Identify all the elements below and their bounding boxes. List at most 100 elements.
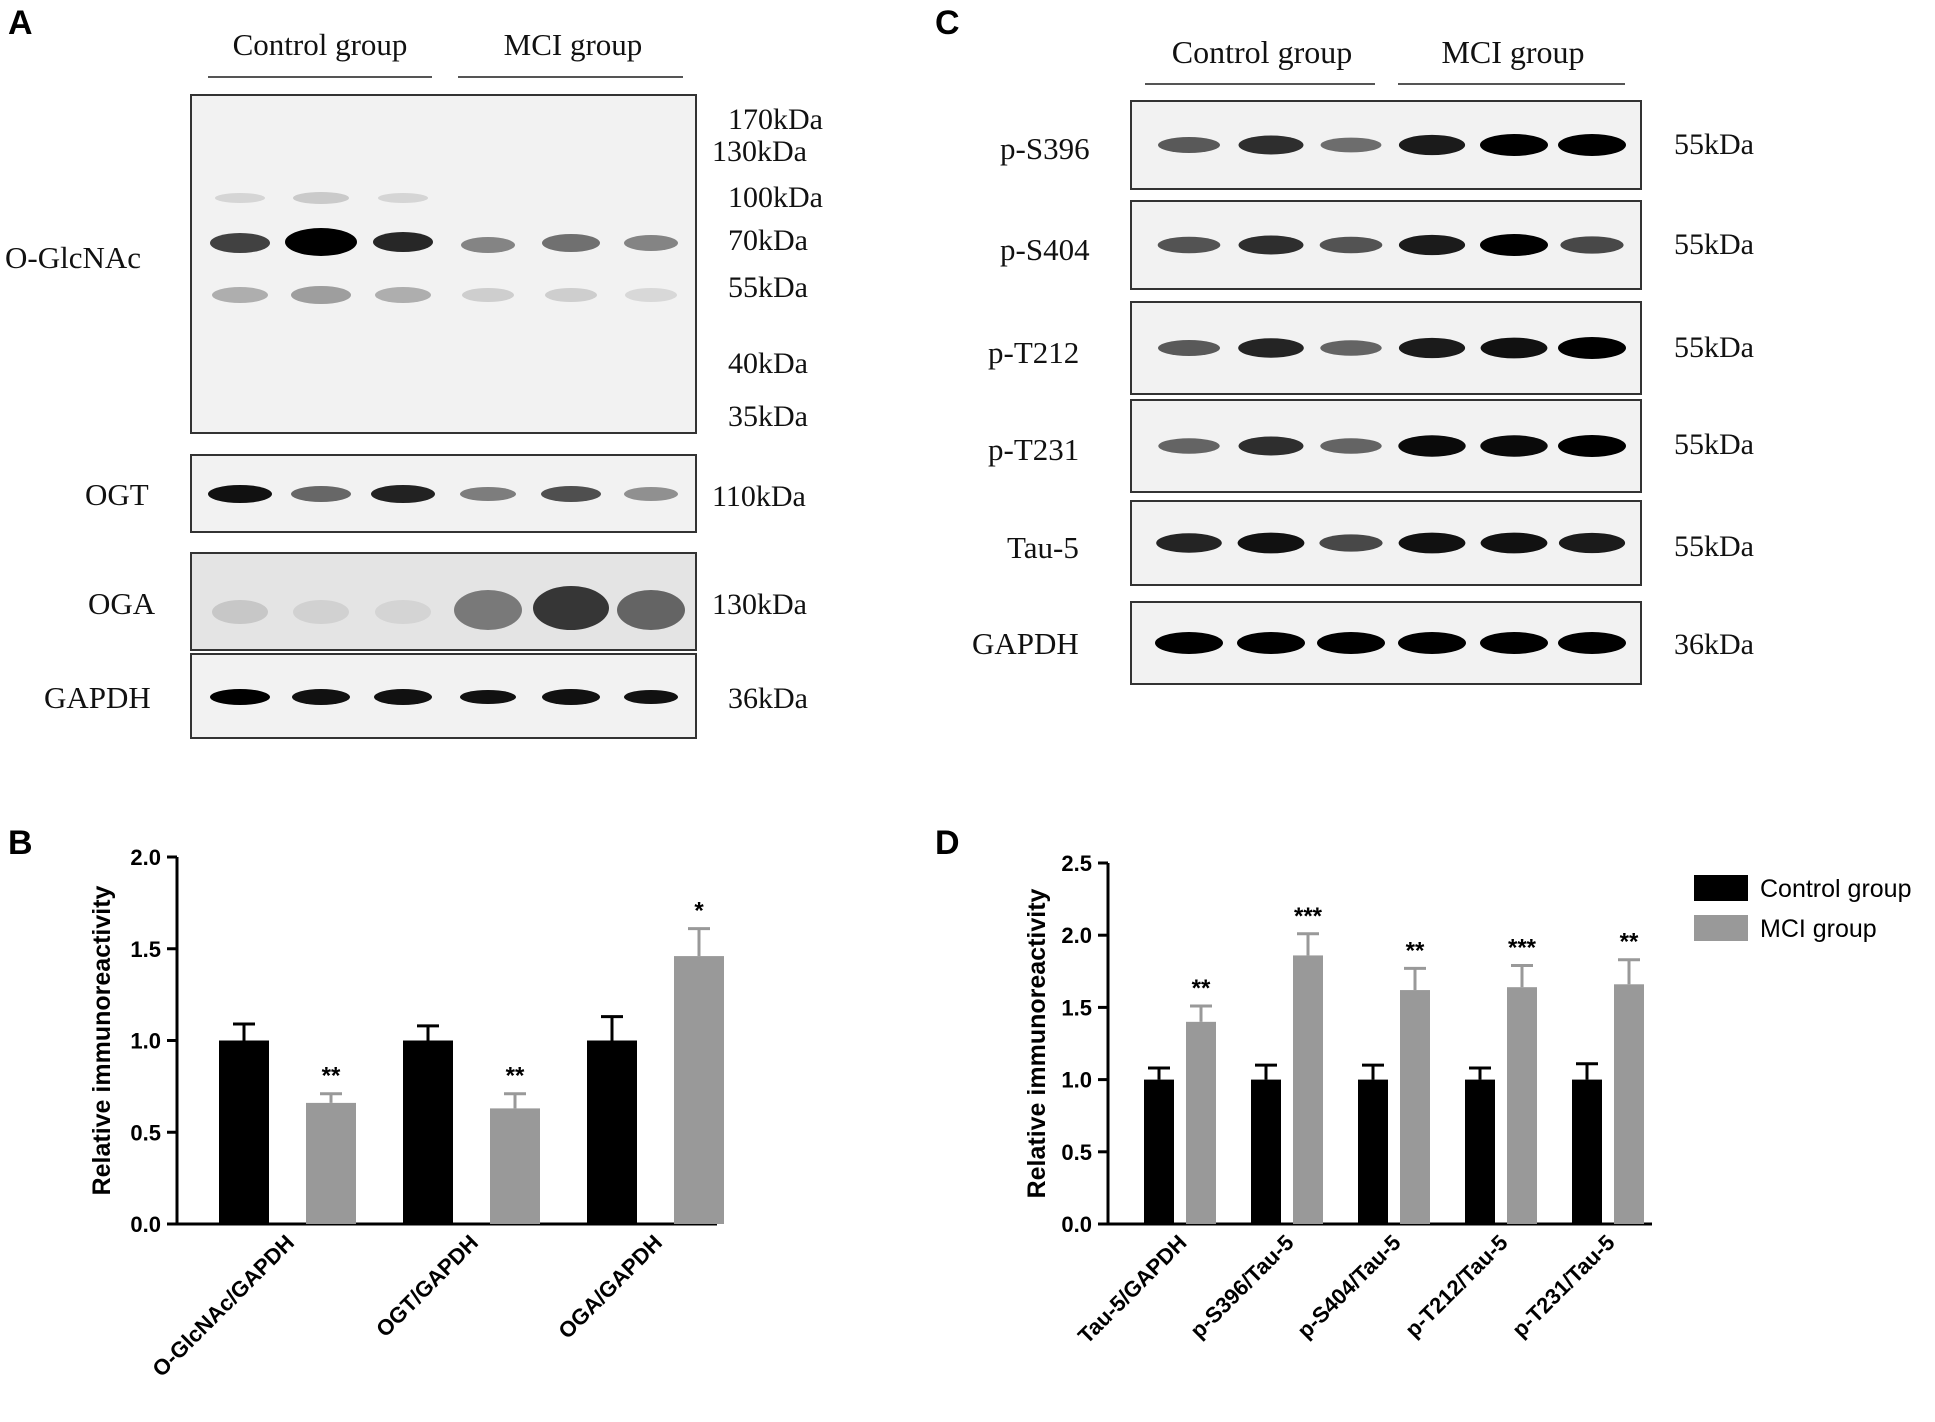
marker-130kda: 130kDa xyxy=(712,135,807,168)
band-c-1-1 xyxy=(1238,235,1304,255)
blot-label-tau-5: Tau-5 xyxy=(1007,530,1079,565)
band-c-5-4 xyxy=(1480,632,1548,654)
chart-d: 0.0 0.5 1.0 1.5 2.0 2.5 Relative immunoreactiv… xyxy=(1023,851,1911,1348)
band-c-3-2 xyxy=(1320,438,1382,454)
bar-mci xyxy=(1293,955,1323,1224)
band-c-3-0 xyxy=(1158,438,1220,454)
band-c-0-1 xyxy=(1238,135,1304,155)
blot-o-glcnac-bands xyxy=(210,192,678,304)
y-tick-label: 0.0 xyxy=(130,1212,161,1237)
significance-label: ** xyxy=(322,1063,341,1090)
band-c-1-0 xyxy=(1157,236,1221,254)
band-c-5-2 xyxy=(1317,632,1385,654)
band-c-3-3 xyxy=(1398,435,1466,457)
group-label-control: Control group xyxy=(233,27,408,62)
blot-ogt xyxy=(190,454,697,533)
band-c-3-4 xyxy=(1480,435,1548,457)
bar-control xyxy=(1144,1079,1174,1224)
x-tick-label: O-GlcNAc/GAPDH xyxy=(147,1230,299,1382)
panel-c: Control group MCI group p-S396 p-S404 p-… xyxy=(972,34,1754,685)
blot-oga xyxy=(190,552,697,651)
bar-control xyxy=(1358,1079,1388,1224)
x-tick-label: OGA/GAPDH xyxy=(553,1230,667,1344)
group-label-control-c: Control group xyxy=(1172,34,1352,70)
blot-label-p-s396: p-S396 xyxy=(1000,131,1090,166)
significance-label: ** xyxy=(1192,975,1211,1002)
group-label-mci: MCI group xyxy=(504,27,643,62)
panel-letter-c: C xyxy=(935,4,960,42)
significance-label: *** xyxy=(1294,903,1323,930)
band-c-1-4 xyxy=(1480,234,1548,256)
band-c-2-5 xyxy=(1558,337,1626,359)
x-tick-label: p-T212/Tau-5 xyxy=(1400,1230,1512,1342)
band-c-4-3 xyxy=(1398,532,1466,554)
marker-35kda: 35kDa xyxy=(728,400,808,433)
chart-b: 0.0 0.5 1.0 1.5 2.0 Relative immunoreactivity… xyxy=(88,845,724,1382)
panel-a: Control group MCI group O-GlcNAc 170kDa … xyxy=(5,27,823,739)
y-tick-label: 2.0 xyxy=(1061,923,1092,948)
y-axis-label: Relative immunoreactivity xyxy=(88,885,116,1195)
legend-swatch-control xyxy=(1694,875,1748,901)
blot-label-p-s404: p-S404 xyxy=(1000,232,1090,267)
legend-swatch-mci xyxy=(1694,915,1748,941)
significance-label: ** xyxy=(506,1063,525,1090)
marker-110kda: 110kDa xyxy=(712,480,806,513)
y-tick-label: 1.5 xyxy=(1061,995,1092,1020)
marker-55kda-tau-5: 55kDa xyxy=(1674,530,1754,563)
bar-control xyxy=(587,1040,637,1224)
marker-36kda-c: 36kDa xyxy=(1674,628,1754,661)
band-c-4-0 xyxy=(1156,533,1222,553)
x-tick-label: Tau-5/GAPDH xyxy=(1073,1230,1192,1349)
band-c-1-5 xyxy=(1560,236,1624,254)
marker-130kda-oga: 130kDa xyxy=(712,588,807,621)
significance-label: ** xyxy=(1620,929,1639,956)
band-c-5-0 xyxy=(1155,632,1223,654)
y-tick-label: 0.0 xyxy=(1061,1212,1092,1237)
blot-label-gapdh-a: GAPDH xyxy=(44,680,151,715)
band-c-4-2 xyxy=(1319,534,1383,552)
y-tick-label: 1.0 xyxy=(130,1029,161,1054)
panel-c-blots xyxy=(1130,100,1642,685)
blot-o-glcnac xyxy=(190,94,697,434)
band-c-5-1 xyxy=(1237,632,1305,654)
band-c-2-1 xyxy=(1238,338,1304,358)
band-c-0-2 xyxy=(1320,137,1382,153)
band-c-1-3 xyxy=(1398,234,1466,256)
marker-36kda-a: 36kDa xyxy=(728,682,808,715)
legend-label-mci: MCI group xyxy=(1760,915,1877,943)
significance-label: ** xyxy=(1406,937,1425,964)
band-c-2-2 xyxy=(1320,340,1382,356)
bar-control xyxy=(1465,1079,1495,1224)
blot-oga-bands xyxy=(212,586,685,630)
band-c-0-3 xyxy=(1398,134,1466,156)
band-c-0-5 xyxy=(1558,134,1626,156)
marker-55kda: 55kDa xyxy=(728,271,808,304)
blot-label-gapdh-c: GAPDH xyxy=(972,626,1079,661)
x-tick-label: p-T231/Tau-5 xyxy=(1507,1230,1619,1342)
blot-ogt-bands xyxy=(208,485,678,503)
y-axis-label: Relative immunoreactivity xyxy=(1023,888,1051,1198)
band-c-4-4 xyxy=(1480,532,1548,554)
band-c-0-0 xyxy=(1158,137,1220,153)
y-tick-label: 1.5 xyxy=(130,937,161,962)
bar-control xyxy=(219,1040,269,1224)
band-c-4-1 xyxy=(1237,532,1305,554)
marker-170kda: 170kDa xyxy=(728,103,823,136)
panel-letter-b: B xyxy=(8,824,33,862)
legend-label-control: Control group xyxy=(1760,875,1911,903)
panel-letter-a: A xyxy=(8,4,33,42)
bar-control xyxy=(1251,1079,1281,1224)
x-tick-label: p-S404/Tau-5 xyxy=(1292,1230,1405,1343)
y-tick-label: 2.0 xyxy=(130,845,161,870)
panel-letter-d: D xyxy=(935,824,960,862)
bar-mci xyxy=(1186,1021,1216,1224)
band-c-2-4 xyxy=(1480,337,1548,359)
marker-40kda: 40kDa xyxy=(728,347,808,380)
bar-control xyxy=(403,1040,453,1224)
y-tick-label: 1.0 xyxy=(1061,1068,1092,1093)
significance-label: * xyxy=(694,898,704,925)
group-label-mci-c: MCI group xyxy=(1441,34,1584,70)
bar-mci xyxy=(1614,984,1644,1224)
y-tick-label: 0.5 xyxy=(1061,1140,1092,1165)
